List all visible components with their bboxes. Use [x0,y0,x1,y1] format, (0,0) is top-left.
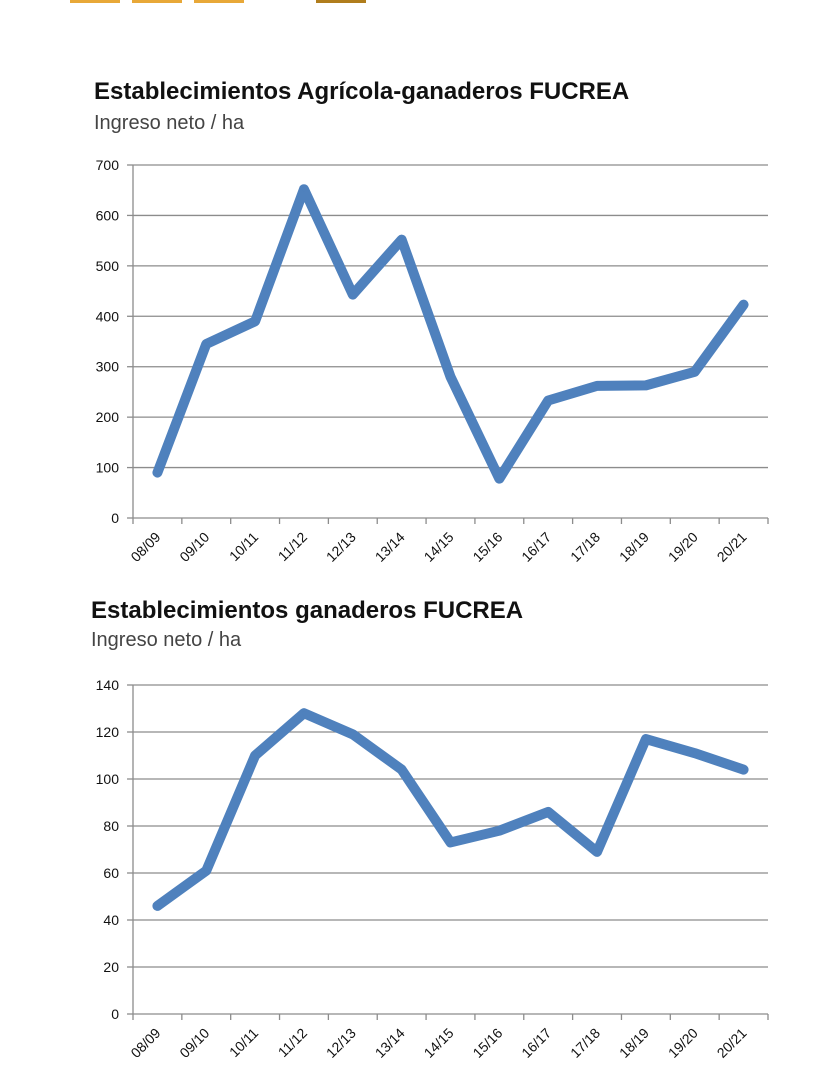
chart-1-x-tick-label: 13/14 [372,529,408,565]
chart-2-y-tick-label: 0 [111,1006,119,1022]
chart-1-data-point [595,383,600,388]
chart-2-data-point [546,809,551,814]
chart-2-x-tick-label: 08/09 [127,1025,163,1061]
chart-1-x-tick-label: 12/13 [323,529,359,565]
chart-2-x-tick-label: 17/18 [567,1025,603,1061]
chart-1-y-tick-label: 300 [96,359,120,375]
chart-1-data-point [643,383,648,388]
chart-2-x-tick-label: 18/19 [616,1025,652,1061]
chart-2-data-point [301,711,306,716]
chart-1-title: Establecimientos Agrícola-ganaderos FUCR… [94,78,630,105]
chart-1-x-tick-label: 09/10 [176,529,212,565]
chart-2-data-point [643,737,648,742]
chart-2-plot: 0 20 40 60 80 100 120 140 08/09 09/10 10/11 11/12 12… [96,677,769,1061]
chart-2-data-point [204,868,209,873]
chart-1-y-tick-label: 100 [96,460,120,476]
chart-2-data-point [253,753,258,758]
chart-1-y-tick-label: 500 [96,258,120,274]
chart-2-x-tick-label: 14/15 [421,1025,457,1061]
chart-1-subtitle: Ingreso neto / ha [94,112,245,134]
header-decoration-bar-3 [194,0,244,3]
chart-1-x-tick-label: 10/11 [226,529,262,565]
chart-2-y-tick-label: 80 [103,818,119,834]
chart-1-x-tick-label: 19/20 [665,529,701,565]
chart-1-data-point [497,476,502,481]
chart-1-y-tick-label: 0 [111,510,119,526]
chart-1-y-tick-label: 400 [96,308,120,324]
chart-2-data-point [399,767,404,772]
chart-2-data-point [692,751,697,756]
chart-2-x-tick-label: 20/21 [714,1025,750,1061]
chart-1-x-tick-label: 16/17 [518,529,554,565]
chart-1-data-point [448,374,453,379]
chart-1-data-point [546,398,551,403]
chart-2-y-tick-label: 100 [96,771,120,787]
chart-2-title: Establecimientos ganaderos FUCREA [91,597,524,624]
header-decoration-bar-4 [316,0,366,3]
chart-1-y-tick-label: 200 [96,409,120,425]
chart-1-x-tick-label: 20/21 [714,529,750,565]
chart-2-x-tick-label: 16/17 [518,1025,554,1061]
chart-2-y-tick-label: 140 [96,677,120,693]
chart-2-data-point [448,840,453,845]
chart-1-x-tick-label: 14/15 [421,529,457,565]
chart-1-y-tick-label: 700 [96,157,120,173]
chart-1-data-point [301,187,306,192]
chart-1-series-line [152,184,749,484]
chart-2-x-tick-label: 10/11 [226,1025,262,1061]
chart-1-x-tick-label: 15/16 [469,529,505,565]
chart-1-data-point [253,319,258,324]
chart-1-x-tick-label: 08/09 [127,529,163,565]
chart-2-data-point [350,732,355,737]
chart-2-x-tick-label: 15/16 [469,1025,505,1061]
chart-1-x-tick-label: 11/12 [275,529,311,565]
chart-2-y-tick-label: 120 [96,724,120,740]
header-decoration-bar-1 [70,0,120,3]
chart-2-x-tick-label: 13/14 [372,1025,408,1061]
chart-1-x-tick-label: 17/18 [567,529,603,565]
chart-1-data-point [692,369,697,374]
chart-2-x-tick-label: 09/10 [176,1025,212,1061]
chart-2-x-tick-label: 11/12 [275,1025,311,1061]
chart-2-series-line [152,708,749,911]
chart-1-data-point [741,302,746,307]
chart-1-data-point [399,237,404,242]
chart-2-subtitle: Ingreso neto / ha [91,629,242,651]
chart-2-y-tick-label: 20 [103,959,119,975]
chart-2-y-tick-label: 40 [103,912,119,928]
chart-2-y-tick-label: 60 [103,865,119,881]
chart-1-data-point [204,342,209,347]
header-decoration-bar-2 [132,0,182,3]
chart-1-data-point [155,470,160,475]
chart-2-data-point [741,767,746,772]
chart-2-data-point [155,903,160,908]
chart-2-data-point [497,828,502,833]
chart-1-data-point [350,292,355,297]
chart-1-y-tick-label: 600 [96,207,120,223]
chart-1-plot: 0 100 200 300 400 500 600 700 08/09 09/10 10/11 11/… [96,157,769,565]
chart-1-x-tick-label: 18/19 [616,529,652,565]
chart-2-data-point [595,849,600,854]
chart-2-x-tick-label: 12/13 [323,1025,359,1061]
chart-2-x-tick-label: 19/20 [665,1025,701,1061]
